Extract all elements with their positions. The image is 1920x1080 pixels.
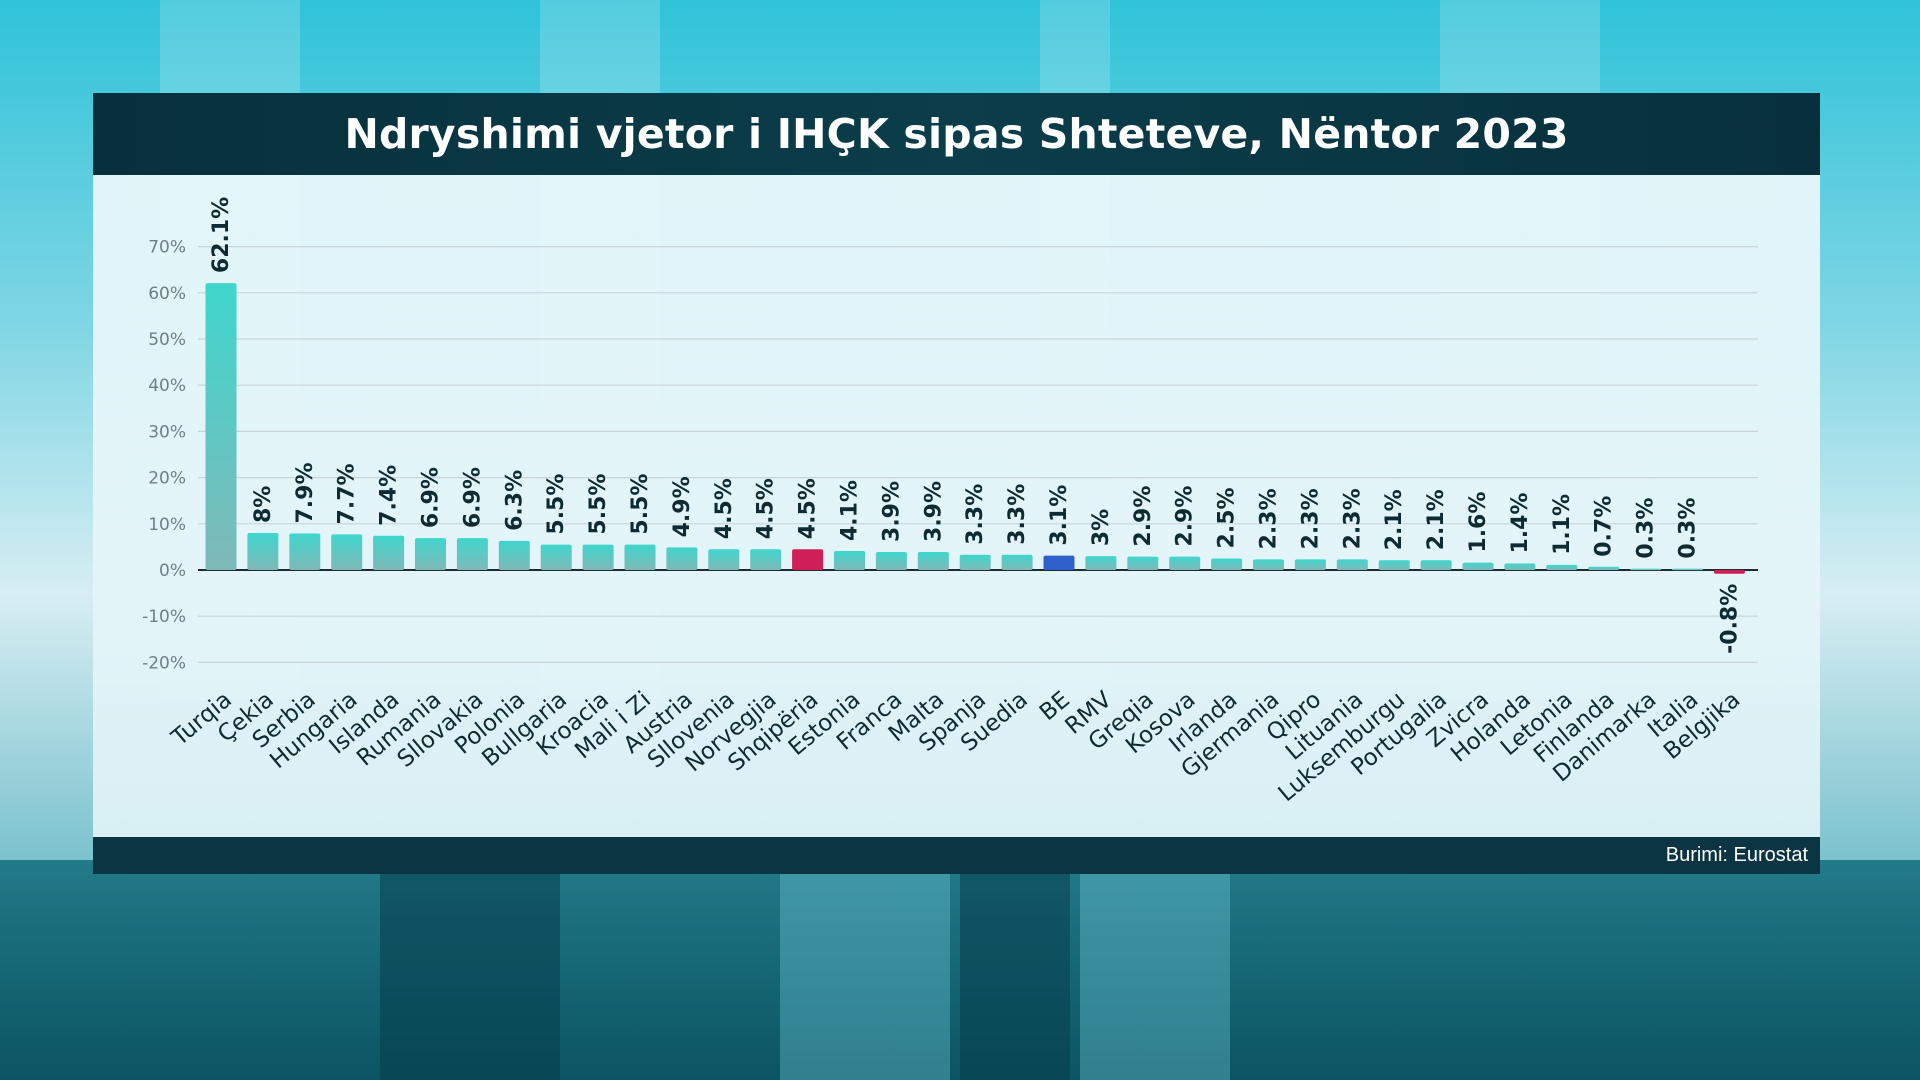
value-label: 8% [251, 486, 276, 523]
value-label: 4.5% [712, 478, 737, 539]
y-tick-label: 70% [148, 238, 186, 258]
bar-italia [1672, 568, 1703, 571]
bar-shqipëria [792, 549, 824, 570]
value-label: 2.9% [1173, 486, 1198, 547]
bar-finlanda [1588, 566, 1620, 570]
y-tick-label: -10% [142, 607, 186, 627]
bar-gjermania [1253, 559, 1284, 570]
value-label: 1.1% [1550, 494, 1575, 555]
value-label: 0.3% [1676, 498, 1701, 559]
bar-suedia [1001, 554, 1033, 570]
background-slat [380, 870, 560, 1080]
value-label: 5.5% [628, 474, 653, 535]
value-label: 2.3% [1340, 488, 1365, 549]
bar-hungaria [331, 534, 363, 570]
background-slat [960, 870, 1070, 1080]
value-label: 2.9% [1131, 486, 1156, 547]
bar-çekia [247, 533, 279, 570]
bar-austria [666, 547, 698, 570]
bar-luksemburgu [1378, 560, 1410, 570]
bar-danimarka [1630, 568, 1662, 571]
value-label: 6.3% [502, 470, 527, 531]
bar-mali-i-zi [624, 544, 656, 570]
bar-sllovenia [708, 549, 740, 570]
bar-holanda [1504, 563, 1536, 570]
bar-belgjika [1713, 570, 1745, 574]
bar-polonia [498, 540, 530, 570]
value-label: 2.1% [1424, 489, 1449, 550]
value-label: 5.5% [544, 474, 569, 535]
bar-bullgaria [540, 544, 572, 570]
value-label: 2.5% [1215, 487, 1240, 548]
value-label: 7.4% [377, 465, 402, 526]
bar-serbia [289, 533, 321, 570]
value-label: 4.5% [754, 478, 779, 539]
source-label: Burimi: Eurostat [1665, 844, 1808, 866]
bar-kroacia [582, 544, 614, 570]
bar-irlanda [1211, 558, 1243, 570]
bar-norvegjia [750, 549, 782, 570]
chart-title: Ndryshimi vjetor i IHÇK sipas Shteteve, … [344, 110, 1569, 158]
value-label: 2.1% [1382, 489, 1407, 550]
value-label: 1.4% [1508, 493, 1533, 554]
y-tick-label: 0% [159, 561, 186, 581]
bar-sllovakia [456, 538, 488, 570]
bar-kosova [1169, 556, 1201, 570]
value-label: 7.7% [335, 463, 360, 524]
bar-malta [917, 551, 949, 570]
value-label: 3.1% [1047, 485, 1072, 546]
value-label: 3% [1089, 509, 1114, 546]
value-label: 1.6% [1466, 492, 1491, 553]
chart-area: -20% -10% 0% 10% 20% 30% 40% 50% 60% 70% 62.1% Turq… [93, 175, 1820, 837]
value-label: 2.3% [1257, 488, 1282, 549]
background-slat [780, 870, 950, 1080]
bar-islanda [373, 535, 405, 570]
bar-zvicra [1462, 562, 1494, 570]
value-label: 6.9% [419, 467, 444, 528]
bar-estonia [834, 551, 865, 570]
value-label: 62.1% [209, 197, 234, 273]
bar-rumania [415, 538, 446, 570]
y-tick-label: 50% [148, 330, 186, 350]
value-label: 4.1% [838, 480, 863, 541]
title-bar: Ndryshimi vjetor i IHÇK sipas Shteteve, … [93, 93, 1820, 175]
value-label: -0.8% [1717, 584, 1742, 654]
y-tick-label: 30% [148, 422, 186, 442]
bar-lituania [1336, 559, 1368, 570]
y-tick-label: 20% [148, 469, 186, 489]
bar-chart: -20%-10%0%10%20%30%40%50%60%70% 62.1%Turq… [142, 197, 1758, 807]
bar-portugalia [1420, 560, 1452, 570]
footer-bar: Burimi: Eurostat [93, 837, 1820, 874]
bar-spanja [959, 554, 991, 570]
bar-greqia [1127, 556, 1159, 570]
chart-panel: Ndryshimi vjetor i IHÇK sipas Shteteve, … [93, 93, 1820, 874]
value-label: 3.9% [879, 481, 904, 542]
bar-qipro [1294, 559, 1326, 570]
value-label: 3.3% [963, 484, 988, 545]
value-label: 0.7% [1592, 496, 1617, 557]
value-label: 7.9% [293, 462, 318, 523]
bar-rmv [1085, 556, 1117, 570]
y-tick-label: -20% [142, 653, 186, 673]
value-label: 3.3% [1005, 484, 1030, 545]
bar-letonia [1546, 564, 1578, 570]
bar-be [1043, 555, 1075, 570]
value-label: 4.9% [670, 476, 695, 537]
background-slat [1080, 870, 1230, 1080]
value-label: 5.5% [586, 474, 611, 535]
bar-turqia [205, 283, 237, 570]
bar-franca [875, 551, 907, 570]
value-label: 0.3% [1634, 498, 1659, 559]
y-tick-label: 60% [148, 284, 186, 304]
y-tick-label: 10% [148, 515, 186, 535]
value-label: 4.5% [796, 478, 821, 539]
value-label: 2.3% [1298, 488, 1323, 549]
value-label: 3.9% [921, 481, 946, 542]
value-label: 6.9% [460, 467, 485, 528]
y-tick-label: 40% [148, 376, 186, 396]
